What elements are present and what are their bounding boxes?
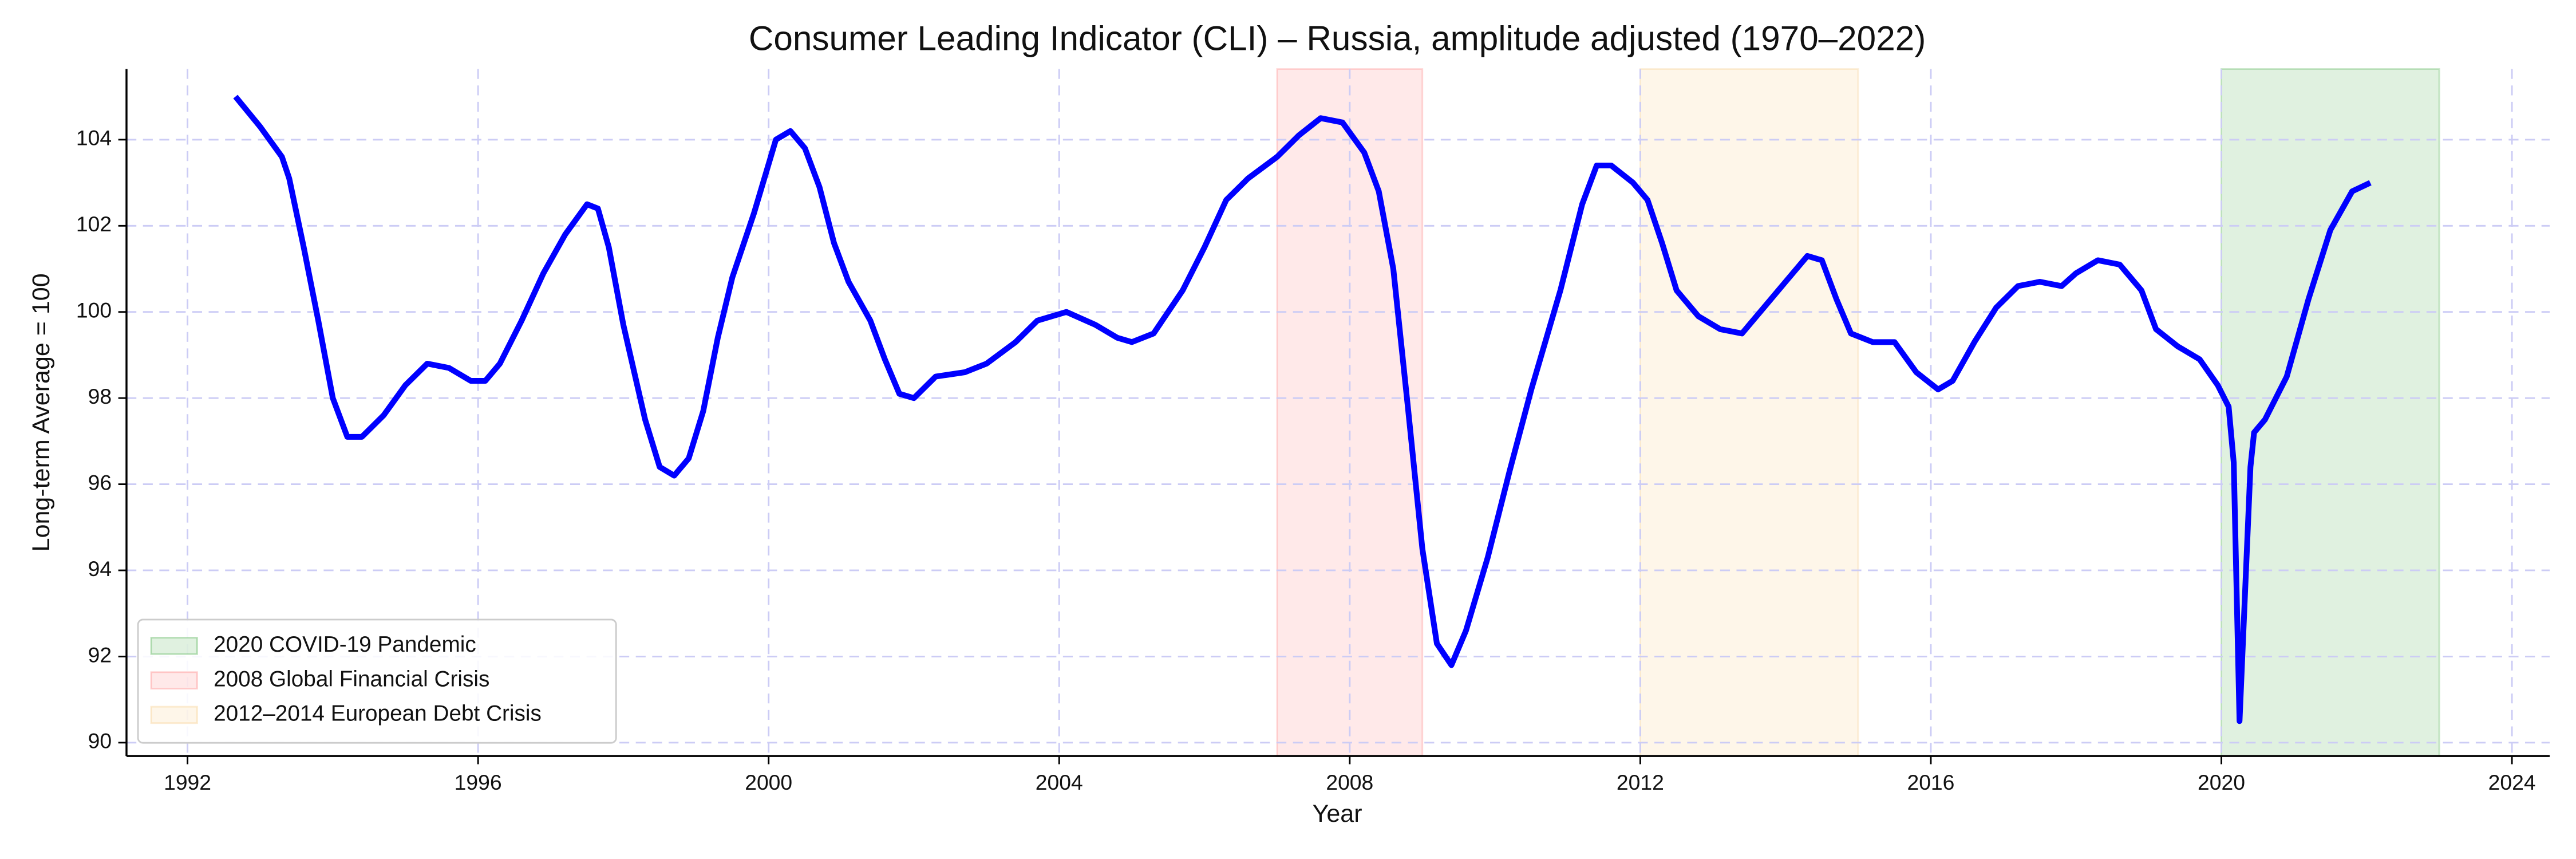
x-axis-label: Year: [1313, 800, 1362, 828]
x-tick-label: 2000: [745, 770, 792, 794]
shaded-region: [1276, 68, 1424, 757]
x-tick-label: 2004: [1036, 770, 1083, 794]
y-tick-label: 98: [88, 384, 112, 408]
chart-title: Consumer Leading Indicator (CLI) – Russi…: [749, 19, 1926, 58]
x-tick-label: 2024: [2488, 770, 2536, 794]
shaded-region: [2221, 68, 2440, 757]
y-axis-label: Long-term Average = 100: [27, 273, 55, 551]
x-tick-label: 2008: [1326, 770, 1373, 794]
y-tick-label: 90: [88, 729, 112, 753]
legend-label: 2008 Global Financial Crisis: [214, 667, 489, 691]
legend-swatch: [150, 637, 198, 655]
x-tick-label: 1996: [455, 770, 502, 794]
x-tick-label: 2016: [1907, 770, 1954, 794]
x-tick-label: 1992: [164, 770, 211, 794]
y-tick-label: 94: [88, 557, 112, 581]
legend-box: [137, 618, 617, 744]
legend-swatch: [150, 671, 198, 689]
shaded-region: [1639, 68, 1859, 757]
legend-swatch: [150, 706, 198, 724]
y-tick-label: 100: [76, 298, 112, 322]
legend-label: 2012–2014 European Debt Crisis: [214, 702, 542, 726]
legend-label: 2020 COVID-19 Pandemic: [214, 632, 476, 657]
y-tick-label: 92: [88, 643, 112, 667]
y-tick-label: 104: [76, 126, 112, 150]
y-tick-label: 96: [88, 470, 112, 494]
x-tick-label: 2012: [1617, 770, 1664, 794]
x-tick-label: 2020: [2198, 770, 2245, 794]
data-line: [233, 94, 2372, 724]
y-tick-label: 102: [76, 212, 112, 236]
